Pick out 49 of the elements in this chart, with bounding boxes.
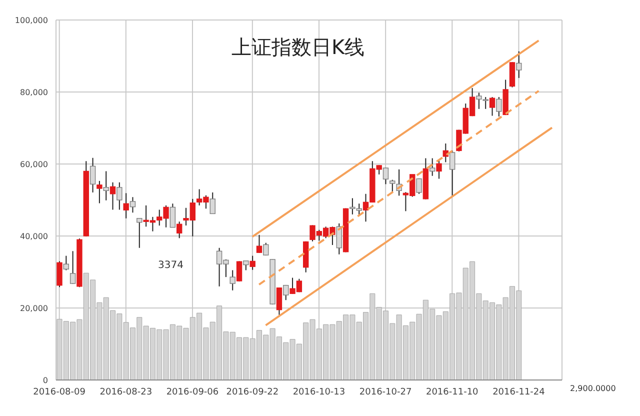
- y-tick-label: 100,000: [14, 16, 48, 25]
- candlestick: [170, 203, 176, 228]
- y-tick-label: 0: [42, 376, 48, 385]
- text: 2,900.0000: [570, 384, 616, 393]
- x-tick-label: 2016-09-22: [226, 387, 279, 398]
- candlestick: [382, 167, 389, 185]
- candlestick: [390, 179, 396, 193]
- candlestick: [96, 180, 102, 204]
- candlestick: [103, 170, 109, 201]
- x-tick-label: 2016-10-27: [359, 387, 412, 398]
- text: 上证指数日K线: [230, 34, 366, 61]
- candlestick: [110, 182, 116, 210]
- candlestick: [136, 218, 142, 248]
- x-tick-label: 2016-08-23: [100, 387, 152, 398]
- candlestick: [276, 286, 282, 316]
- candlestick: [283, 284, 289, 301]
- candlestick: [90, 157, 96, 193]
- candlestick: [263, 242, 269, 256]
- candlestick: [449, 150, 456, 196]
- annotation: 3374: [158, 260, 184, 271]
- x-tick-label: 2016-11-10: [426, 387, 479, 398]
- x-tick-label: 2016-08-09: [33, 387, 86, 398]
- candlestick: [509, 62, 516, 88]
- candlestick: [489, 96, 496, 116]
- candlestick: [250, 255, 256, 270]
- candlestick: [436, 159, 442, 180]
- y-tick-label: 60,000: [20, 160, 48, 169]
- candlestick: [56, 260, 62, 288]
- candlestick: [210, 192, 216, 214]
- candlestick: [429, 158, 436, 176]
- candlestick: [63, 255, 70, 271]
- candlestick: [230, 270, 236, 291]
- candlestick: [116, 182, 122, 210]
- candlestick: [176, 221, 182, 239]
- candlestick: [236, 260, 242, 282]
- candlestick: [130, 196, 136, 214]
- x-tick-label: 2016-11-24: [492, 387, 546, 398]
- candlestick: [516, 50, 522, 78]
- candlestick: [256, 234, 262, 254]
- x-tick-label: 2016-09-06: [166, 387, 219, 398]
- candlestick: [123, 192, 129, 219]
- y-tick-label: 80,000: [20, 88, 48, 97]
- x-tick-label: 2016-10-13: [292, 387, 346, 398]
- candlestick: [243, 260, 249, 271]
- candlestick: [496, 96, 502, 117]
- y-tick-label: 20,000: [20, 304, 48, 313]
- candlestick: [416, 178, 422, 194]
- candlestick: [70, 250, 76, 284]
- y-tick-label: 40,000: [20, 232, 48, 241]
